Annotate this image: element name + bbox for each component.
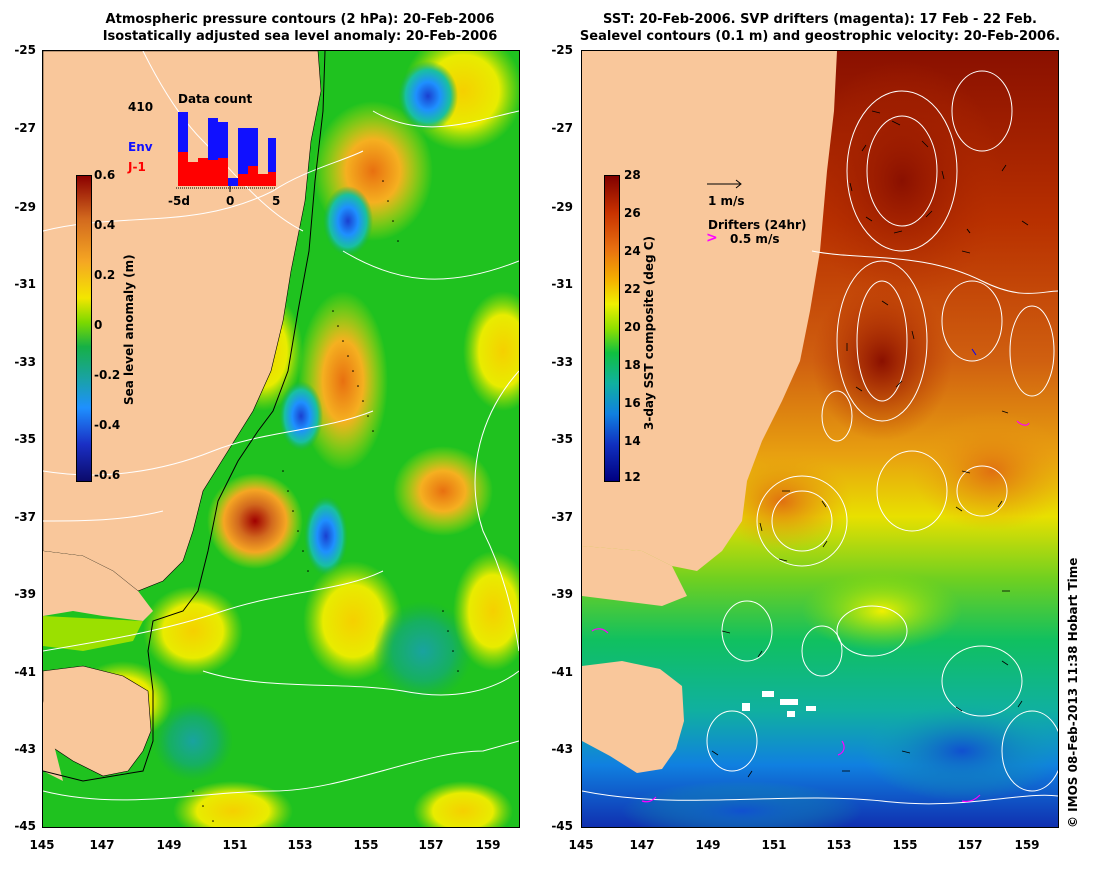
left-lon-tick: 151 bbox=[222, 838, 248, 852]
left-lat-tick: -35 bbox=[14, 432, 36, 446]
cbar-right-label-6: 16 bbox=[624, 396, 641, 410]
left-lon-tick: 145 bbox=[29, 838, 55, 852]
inset-xtick-2: 5 bbox=[272, 194, 281, 208]
left-lat-tick: -31 bbox=[14, 277, 36, 291]
left-lon-tick: 147 bbox=[89, 838, 115, 852]
left-lon-tick: 155 bbox=[353, 838, 379, 852]
inset-xtick-1: 0 bbox=[226, 194, 235, 208]
left-lat-tick: -33 bbox=[14, 355, 36, 369]
right-lat-tick: -37 bbox=[551, 510, 573, 524]
right-lat-tick: -39 bbox=[551, 587, 573, 601]
sea-level-colorbar bbox=[76, 175, 92, 482]
left-lat-tick: -41 bbox=[14, 665, 36, 679]
left-lat-tick: -25 bbox=[14, 43, 36, 57]
right-title-line1: SST: 20-Feb-2006. SVP drifters (magenta)… bbox=[603, 12, 1037, 27]
right-map bbox=[581, 50, 1059, 828]
imos-credit: © IMOS 08-Feb-2013 11:38 Hobart Time bbox=[1066, 557, 1080, 828]
left-lon-tick: 159 bbox=[475, 838, 501, 852]
left-lon-tick: 153 bbox=[287, 838, 313, 852]
inset-max-label: 410 bbox=[128, 100, 154, 114]
right-lat-tick: -45 bbox=[551, 819, 573, 833]
right-lat-tick: -35 bbox=[551, 432, 573, 446]
right-lat-tick: -41 bbox=[551, 665, 573, 679]
sst-map bbox=[582, 51, 1058, 827]
left-lon-tick: 157 bbox=[418, 838, 444, 852]
cbar-left-label-5: -0.4 bbox=[94, 418, 121, 432]
cbar-right-label-8: 12 bbox=[624, 470, 641, 484]
right-lat-tick: -29 bbox=[551, 200, 573, 214]
right-lat-tick: -31 bbox=[551, 277, 573, 291]
right-lon-tick: 157 bbox=[957, 838, 983, 852]
right-title-line2: Sealevel contours (0.1 m) and geostrophi… bbox=[579, 29, 1061, 44]
drifter-legend-title: Drifters (24hr) bbox=[708, 218, 807, 232]
cbar-right-label-1: 26 bbox=[624, 206, 641, 220]
left-lat-tick: -29 bbox=[14, 200, 36, 214]
left-lat-tick: -27 bbox=[14, 121, 36, 135]
data-count-histogram bbox=[176, 112, 276, 192]
left-lat-tick: -45 bbox=[14, 819, 36, 833]
right-lon-tick: 147 bbox=[629, 838, 655, 852]
inset-series-env: Env bbox=[128, 140, 153, 154]
inset-title: Data count bbox=[178, 92, 253, 106]
cbar-left-label-4: -0.2 bbox=[94, 368, 121, 382]
left-lat-tick: -37 bbox=[14, 510, 36, 524]
right-lon-tick: 145 bbox=[568, 838, 594, 852]
inset-xtick-0: -5d bbox=[168, 194, 190, 208]
left-title-line2: Isostatically adjusted sea level anomaly… bbox=[102, 29, 498, 44]
velocity-legend-arrow bbox=[707, 179, 742, 189]
cbar-left-label-2: 0.2 bbox=[94, 268, 116, 282]
cbar-left-label-1: 0.4 bbox=[94, 218, 116, 232]
right-lat-tick: -33 bbox=[551, 355, 573, 369]
cbar-right-label-3: 22 bbox=[624, 282, 641, 296]
right-lat-tick: -27 bbox=[551, 121, 573, 135]
right-lon-tick: 155 bbox=[892, 838, 918, 852]
left-lon-tick: 149 bbox=[156, 838, 182, 852]
cbar-left-label-0: 0.6 bbox=[94, 168, 116, 182]
cbar-right-label-4: 20 bbox=[624, 320, 641, 334]
velocity-legend-label: 1 m/s bbox=[708, 194, 745, 208]
cbar-right-label-2: 24 bbox=[624, 244, 641, 258]
right-lon-tick: 159 bbox=[1014, 838, 1040, 852]
right-lon-tick: 149 bbox=[695, 838, 721, 852]
cbar-right-label-5: 18 bbox=[624, 358, 641, 372]
right-lat-tick: -43 bbox=[551, 742, 573, 756]
cbar-right-title: 3-day SST composite (deg C) bbox=[642, 235, 656, 430]
cbar-right-label-0: 28 bbox=[624, 168, 641, 182]
left-title-line1: Atmospheric pressure contours (2 hPa): 2… bbox=[105, 12, 495, 27]
inset-series-j1: J-1 bbox=[128, 160, 146, 174]
cbar-left-title: Sea level anomaly (m) bbox=[122, 254, 136, 405]
drifter-legend-symbol: > bbox=[706, 230, 718, 246]
drifter-legend-value: 0.5 m/s bbox=[730, 232, 780, 246]
cbar-right-label-7: 14 bbox=[624, 434, 641, 448]
sea-level-anomaly-map bbox=[43, 51, 519, 827]
histogram-bars bbox=[178, 112, 276, 186]
left-map bbox=[42, 50, 520, 828]
left-lat-tick: -39 bbox=[14, 587, 36, 601]
cbar-left-label-3: 0 bbox=[94, 318, 103, 332]
right-lon-tick: 151 bbox=[761, 838, 787, 852]
right-lat-tick: -25 bbox=[551, 43, 573, 57]
sst-colorbar bbox=[604, 175, 620, 482]
cbar-left-label-6: -0.6 bbox=[94, 468, 121, 482]
right-lon-tick: 153 bbox=[826, 838, 852, 852]
left-lat-tick: -43 bbox=[14, 742, 36, 756]
